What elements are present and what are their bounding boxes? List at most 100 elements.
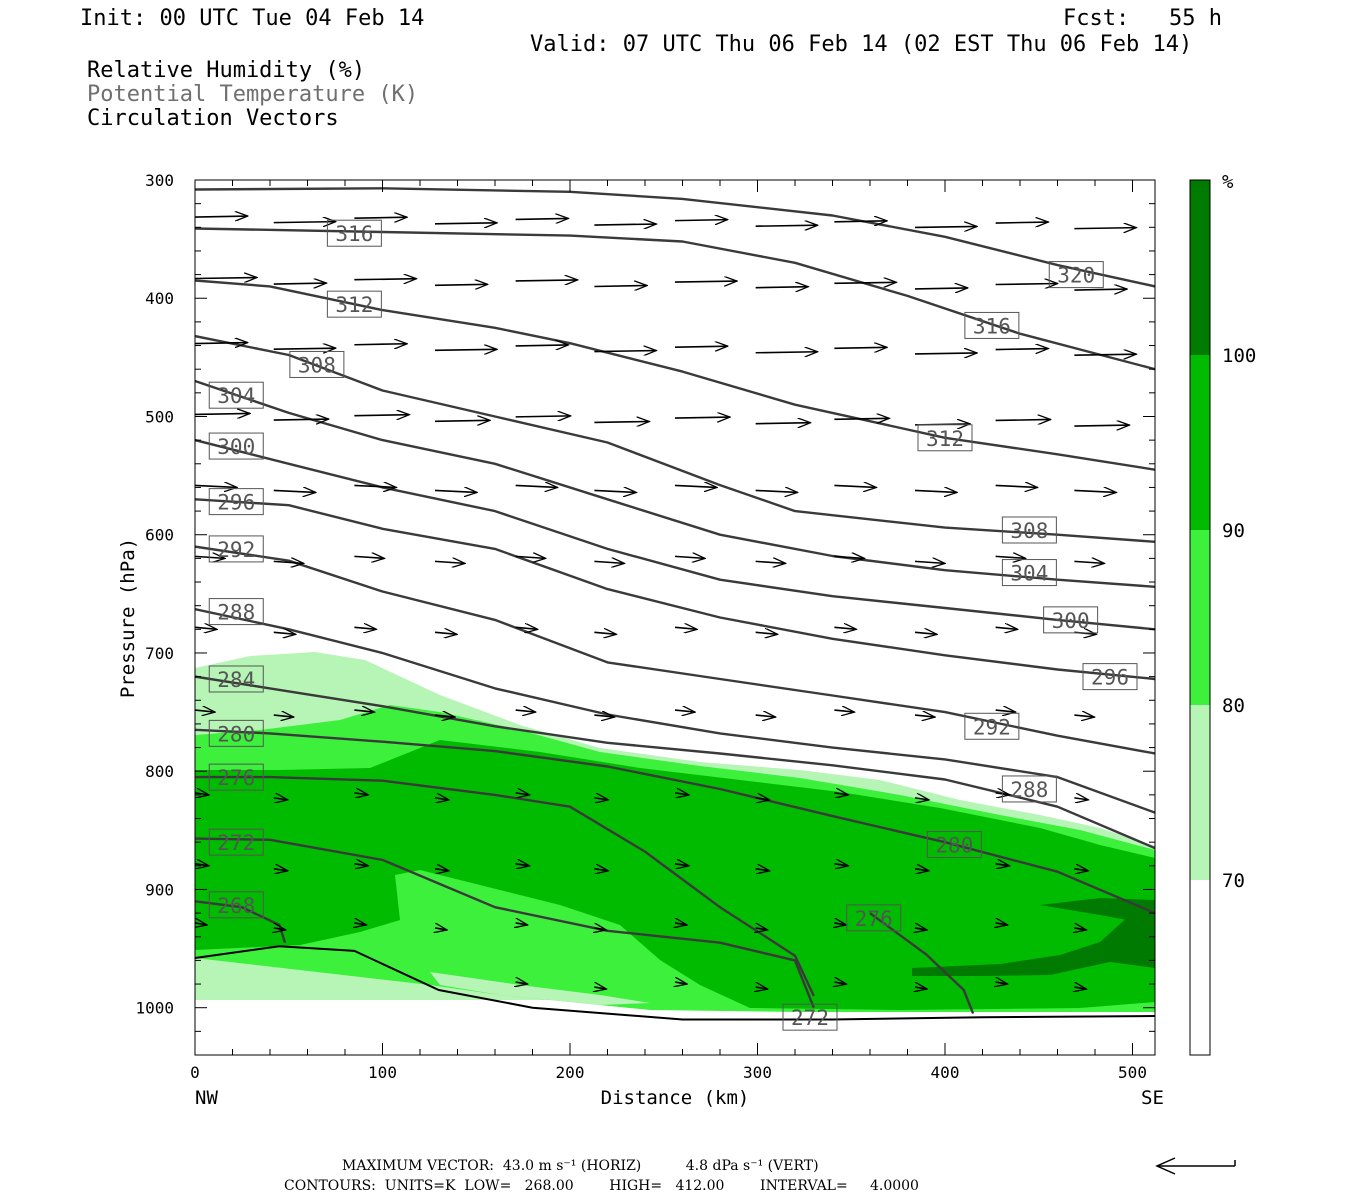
isentrope-label-268: 268 — [208, 891, 264, 919]
vector-arrow — [834, 627, 856, 629]
isentrope-label-280: 280 — [208, 719, 264, 747]
vector-arrow — [434, 869, 449, 871]
vector-arrow — [1074, 354, 1136, 355]
rh-100-band — [912, 905, 1155, 976]
vector-arrow — [914, 353, 977, 354]
vector-arrow — [354, 485, 396, 487]
vector-arrow — [594, 286, 647, 287]
rh-100-wedge — [1040, 898, 1155, 925]
vector-arrow — [195, 216, 248, 217]
vector-arrow — [434, 632, 457, 634]
vector-arrow — [515, 627, 538, 629]
vector-arrow — [273, 632, 296, 634]
isentrope-308 — [195, 334, 1155, 543]
svg-text:276: 276 — [217, 766, 255, 790]
x-tick-label: 400 — [931, 1063, 960, 1082]
y-axis-label: Pressure (hPa) — [117, 538, 139, 698]
svg-text:316: 316 — [973, 314, 1011, 338]
vector-arrow — [834, 485, 876, 487]
y-tick-label: 600 — [145, 526, 174, 545]
isentrope-label-312: 312 — [326, 290, 382, 318]
vector-arrow — [515, 710, 536, 712]
vector-arrow — [1074, 928, 1086, 930]
isentrope-316 — [195, 227, 1155, 371]
isentrope-288 — [195, 608, 1155, 814]
colorbar-label-90: 90 — [1222, 520, 1245, 542]
vector-arrow — [274, 928, 286, 930]
vector-arrow — [354, 279, 416, 280]
isentrope-label-276: 276 — [208, 763, 264, 791]
vector-arrow — [995, 284, 1058, 285]
vector-arrow — [674, 556, 705, 558]
isentrope-label-296: 296 — [1082, 663, 1138, 691]
isentrope-label-308: 308 — [1001, 516, 1057, 544]
vector-arrow — [273, 348, 336, 349]
isentrope-296 — [195, 498, 1155, 681]
vector-arrow — [995, 485, 1038, 487]
x-tick-label: 300 — [743, 1063, 772, 1082]
vector-arrow — [834, 923, 846, 925]
vector-arrow — [834, 282, 896, 283]
y-tick-label: 700 — [145, 644, 174, 663]
vector-arrow — [594, 224, 656, 225]
field-rh: Relative Humidity (%) — [87, 58, 366, 83]
vector-arrow — [755, 561, 786, 563]
vector-arrow — [594, 928, 606, 930]
vector-arrow — [515, 345, 569, 346]
vector-arrow — [354, 710, 374, 712]
isentrope-312 — [195, 279, 1155, 471]
vector-arrow — [594, 987, 606, 989]
vector-arrow — [273, 419, 329, 420]
vector-arrow — [1074, 561, 1104, 563]
plot-frame — [194, 179, 1156, 1056]
vector-arrow — [594, 421, 649, 422]
x-left-end-label: NW — [195, 1087, 218, 1109]
vector-arrow — [674, 710, 695, 712]
svg-text:272: 272 — [791, 1006, 829, 1030]
y-axis-ticks: 300 400 500 600 700 800 900 1000 — [135, 171, 1155, 1056]
vector-arrow — [834, 556, 864, 558]
vector-arrow — [594, 632, 616, 634]
isentrope-268 — [195, 900, 287, 944]
vector-arrow — [995, 864, 1010, 866]
vector-arrow — [996, 923, 1008, 925]
vector-arrow — [674, 627, 697, 629]
colorbar-label-80: 80 — [1222, 695, 1245, 717]
colorbar-below-70 — [1190, 880, 1210, 1055]
colorbar-unit: % — [1222, 171, 1234, 193]
isentrope-304 — [195, 379, 1155, 588]
isentrope-272 — [195, 837, 815, 1009]
vector-arrow — [434, 284, 488, 285]
isentrope-280 — [195, 728, 1155, 915]
vector-arrow — [755, 352, 818, 353]
vector-arrow — [674, 346, 728, 347]
vector-arrow — [674, 485, 717, 487]
y-tick-label: 900 — [145, 880, 174, 899]
vector-arrow — [273, 490, 316, 492]
svg-text:304: 304 — [217, 384, 255, 408]
isentrope-label-276: 276 — [846, 904, 902, 932]
colorbar-100 — [1190, 180, 1210, 355]
isentrope-label-300: 300 — [1043, 606, 1099, 634]
vector-arrow — [354, 627, 376, 629]
vector-arrow — [594, 561, 624, 563]
vector-arrow — [834, 793, 848, 795]
vector-arrow — [914, 561, 945, 563]
isentrope-label-284: 284 — [208, 665, 264, 693]
isentrope-label-292: 292 — [964, 712, 1020, 740]
vector-arrow — [914, 869, 929, 871]
colorbar: % 100 90 80 70 — [1189, 171, 1256, 1056]
svg-text:304: 304 — [1010, 562, 1048, 586]
x-tick-label: 100 — [368, 1063, 397, 1082]
isentrope-label-272: 272 — [782, 1003, 838, 1031]
svg-text:320: 320 — [1057, 264, 1095, 288]
vector-arrow — [195, 556, 225, 558]
max-vector-note: MAXIMUM VECTOR: 43.0 m s⁻¹ (HORIZ) 4.8 d… — [342, 1158, 819, 1174]
vector-arrow — [515, 416, 571, 417]
vector-arrow — [515, 556, 546, 558]
vector-arrow — [516, 923, 528, 925]
colorbar-70 — [1190, 705, 1210, 880]
reference-vector-icon — [1155, 1157, 1236, 1175]
vector-arrow — [1074, 798, 1088, 800]
